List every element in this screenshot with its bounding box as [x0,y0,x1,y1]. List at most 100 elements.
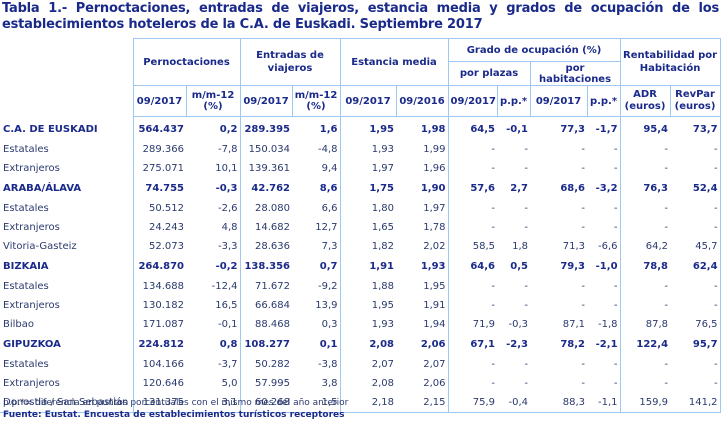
cell-value: 57,6 [470,183,496,194]
cell-value: 87,1 [562,319,586,330]
corner-blank [0,38,134,86]
table-row: Vitoria-Gasteiz 52.073 -3,3 28.636 7,3 1,82 2,… [0,237,721,256]
cell-value: -0,3 [508,319,529,330]
cell-value: 1,82 [371,241,395,252]
cell-value: 171.087 [142,319,184,330]
cell-value: - [491,281,496,292]
cell-value: 76,3 [643,183,669,194]
cell-value: 224.812 [138,339,184,350]
cell-value: - [491,222,496,233]
row-label: Extranjeros [0,159,134,178]
cell-value: 71,9 [472,319,496,330]
header-rentabilidad: Rentabilidad por Habitación [619,38,721,86]
cell-value: 73,7 [670,116,721,140]
cell-value: - [664,222,669,233]
cell-value: -3,7 [186,355,241,374]
cell-value: -6,6 [587,237,621,256]
cell-value: 58,5 [472,241,496,252]
cell-value: 2,06 [396,374,449,393]
subheader-hab-pp: p.p.* [586,85,621,117]
table-row: BIZKAIA 264.870 -0,2 138.356 0,7 1,91 1,93 64,6… [0,256,721,277]
table-row: Estatales 134.688 -12,4 71.672 -9,2 1,88 1,95 -… [0,277,721,296]
cell-value: 1,91 [396,296,449,315]
cell-value: 564.437 [138,124,184,135]
cell-value: -4,8 [292,140,341,159]
table-row: C.A. DE EUSKADI 564.437 0,2 289.395 1,6 1,95 1… [0,116,721,140]
cell-value: 1,75 [369,183,395,194]
cell-value: 275.071 [142,163,184,174]
cell-value: - [524,144,529,155]
cell-value: - [524,203,529,214]
cell-value: 8,6 [292,178,341,199]
cell-value: 131.375 [133,393,186,413]
cell-value: 264.870 [138,261,184,272]
cell-value: - [581,300,586,311]
cell-value: -1,8 [587,315,621,334]
header-pernoctaciones: Pernoctaciones [132,38,241,86]
cell-value: 1,65 [371,222,395,233]
cell-value: 2,18 [340,393,397,413]
cell-value: 0,2 [186,116,241,140]
subheader-plazas-period: 09/2017 [447,85,498,117]
cell-value: - [491,359,496,370]
cell-value: 1,91 [369,261,395,272]
cell-value: -12,4 [186,277,241,296]
cell-value: 13,9 [292,296,341,315]
cell-value: -0,4 [497,393,531,413]
cell-value: 289.395 [244,124,291,135]
subheader-pern-change: m/m-12 (%) [185,85,241,117]
cell-value: 1,95 [396,277,449,296]
cell-value: 64,2 [645,241,669,252]
cell-value: -1,0 [587,256,621,277]
cell-value: -7,8 [186,140,241,159]
cell-value: - [491,144,496,155]
cell-value: 79,3 [560,261,586,272]
cell-value: - [524,300,529,311]
table-row: Extranjeros 120.646 5,0 57.995 3,8 2,08 2,06- -… [0,374,721,393]
cell-value: 7,3 [292,237,341,256]
row-label: C.A. DE EUSKADI [0,116,134,140]
header-por-habitaciones: por habitaciones [529,61,621,86]
cell-value: 60.268 [240,393,293,413]
subheader-adr: ADR (euros) [619,85,671,117]
cell-value: 75,9 [448,393,498,413]
row-label: Extranjeros [0,296,134,315]
cell-value: 1,8 [512,241,529,252]
row-label: Donostia / San Sebastián [0,393,134,413]
cell-value: 68,6 [560,183,586,194]
cell-value: 1,88 [371,281,395,292]
cell-value: 2,7 [510,183,529,194]
cell-value: - [664,281,669,292]
subheader-entr-change: m/m-12 (%) [291,85,341,117]
row-label: Estatales [0,277,134,296]
table-row: Donostia / San Sebastián 131.375 3,1 60.268… [0,393,721,413]
row-label: Estatales [0,199,134,218]
cell-value: 1,80 [371,203,395,214]
cell-value: - [670,296,721,315]
cell-value: 2,15 [396,393,449,413]
statistics-table: Pernoctaciones Entradas de viajeros Esta… [0,38,721,413]
cell-value: 2,06 [396,334,449,355]
cell-value: -0,2 [186,256,241,277]
cell-value: - [670,159,721,178]
cell-value: 0,8 [186,334,241,355]
cell-value: 150.034 [248,144,291,155]
cell-value: 1,90 [396,178,449,199]
cell-value: 1,93 [396,256,449,277]
cell-value: - [670,374,721,393]
header-entradas: Entradas de viajeros [239,38,341,86]
cell-value: 159,9 [620,393,671,413]
cell-value: -2,1 [587,334,621,355]
cell-value: -2,6 [186,199,241,218]
cell-value: 2,02 [396,237,449,256]
cell-value: -1,7 [587,116,621,140]
header-grado-ocupacion: Grado de ocupación (%) [447,38,621,62]
cell-value: 1,94 [396,315,449,334]
cell-value: 122,4 [636,339,669,350]
cell-value: 1,96 [396,159,449,178]
cell-value: - [491,163,496,174]
cell-value: 57.995 [255,378,291,389]
cell-value: 2,08 [371,378,395,389]
cell-value: - [587,296,621,315]
cell-value: 67,1 [470,339,496,350]
